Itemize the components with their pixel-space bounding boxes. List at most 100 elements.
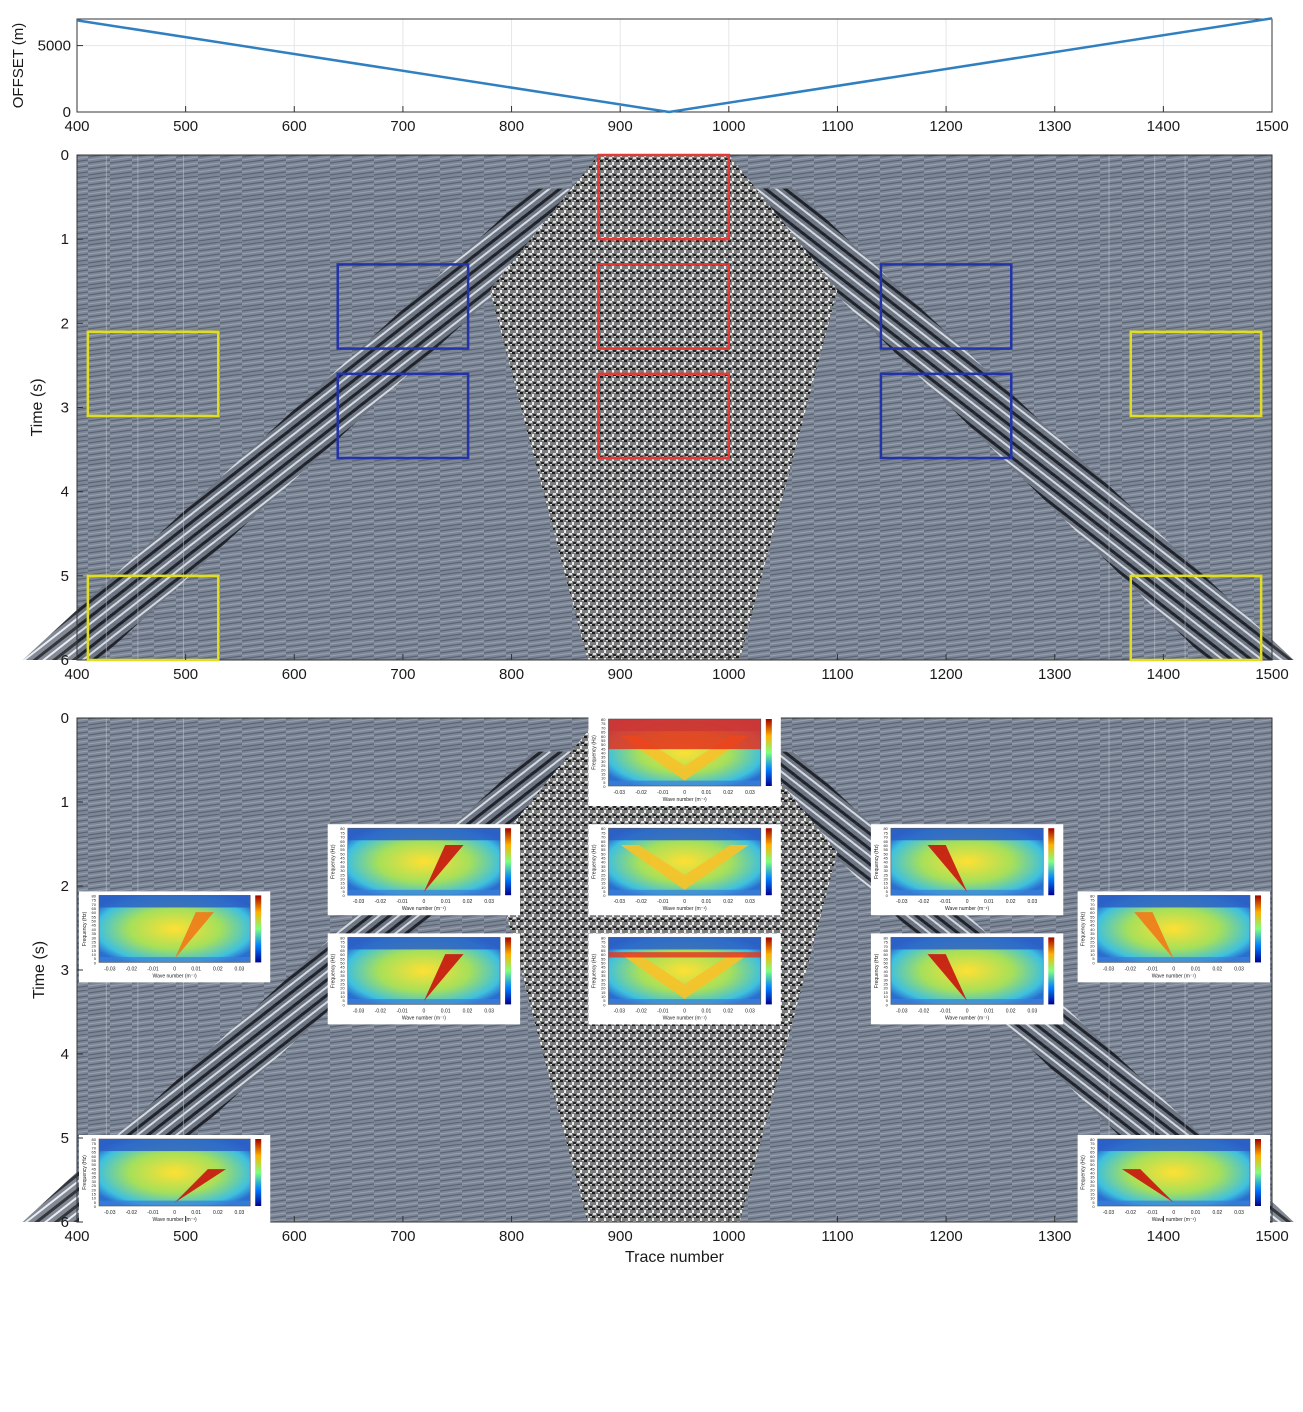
- x-tick-label: 1500: [1255, 118, 1288, 135]
- inset-y-tick-label: 0: [342, 893, 345, 898]
- inset-y-tick-label: 5: [603, 780, 606, 785]
- inset-y-tick-label: 50: [340, 961, 345, 966]
- inset-axes-frame: [608, 937, 762, 1005]
- inset-y-tick-label: 80: [92, 893, 97, 898]
- inset-x-tick-label: 0.01: [1191, 1210, 1201, 1216]
- inset-dip-energy-streak: [423, 954, 464, 1002]
- inset-x-tick-label: -0.02: [635, 899, 647, 905]
- inset-x-tick-label: -0.01: [657, 1008, 669, 1014]
- inset-y-tick-label: 30: [340, 868, 345, 873]
- inset-v-energy: [620, 844, 749, 890]
- inset-y-tick-label: 5: [94, 1200, 97, 1205]
- inset-colorbar: [1255, 895, 1261, 963]
- inset-y-tick-label: 65: [92, 906, 97, 911]
- inset-y-tick-label: 50: [92, 919, 97, 924]
- inset-colorbar: [765, 828, 772, 896]
- analysis-window: [597, 372, 731, 460]
- inset-y-tick-label: 20: [601, 767, 606, 772]
- y-tick-label: 3: [61, 400, 69, 417]
- inset-y-axis-label: Frequency (Hz): [874, 844, 880, 879]
- fk-spectrum-inset: -0.03 -0.02 -0.01 0 0.01 0.02 0.03051015202530…: [327, 933, 521, 1025]
- inset-y-tick-label: 50: [883, 851, 888, 856]
- analysis-window: [336, 372, 470, 460]
- inset-y-tick-label: 80: [601, 826, 606, 831]
- inset-y-axis-label: Frequency (Hz): [591, 844, 597, 879]
- inset-y-tick-label: 65: [601, 839, 606, 844]
- inset-y-tick-label: 5: [1092, 1200, 1095, 1205]
- inset-y-tick-label: 10: [340, 994, 345, 999]
- inset-y-tick-label: 75: [1090, 898, 1095, 903]
- x-tick-label: 1200: [929, 118, 962, 135]
- inset-x-tick-label: 0.03: [745, 1008, 755, 1014]
- inset-y-tick-label: 45: [883, 856, 888, 861]
- inset-y-tick-label: 60: [601, 952, 606, 957]
- x-tick-label: 800: [499, 118, 524, 135]
- inset-x-tick-label: 0.02: [1212, 1210, 1222, 1216]
- inset-y-tick-label: 40: [601, 969, 606, 974]
- inset-x-tick-label: -0.01: [147, 1210, 159, 1216]
- inset-y-tick-label: 45: [883, 965, 888, 970]
- inset-y-tick-label: 5: [1092, 956, 1095, 961]
- inset-y-tick-label: 30: [601, 977, 606, 982]
- x-tick-label: 700: [390, 118, 415, 135]
- inset-x-tick-label: 0.01: [191, 966, 201, 972]
- analysis-window: [879, 263, 1013, 350]
- x-tick-label: 1000: [712, 118, 745, 135]
- inset-y-tick-label: 65: [601, 948, 606, 953]
- inset-x-tick-label: 0.01: [1191, 966, 1201, 972]
- inset-colorbar: [765, 719, 772, 786]
- inset-y-tick-label: 75: [340, 940, 345, 945]
- inset-x-tick-label: -0.01: [396, 899, 408, 905]
- analysis-window: [879, 372, 1013, 460]
- inset-y-tick-label: 60: [601, 843, 606, 848]
- inset-y-tick-label: 10: [92, 952, 97, 957]
- x-tick-label: 1300: [1038, 118, 1071, 135]
- x-tick-label: 1400: [1147, 118, 1180, 135]
- inset-x-tick-label: 0: [423, 1008, 426, 1014]
- inset-x-tick-label: -0.03: [614, 899, 626, 905]
- inset-y-tick-label: 30: [1090, 935, 1095, 940]
- inset-high-frequency-band: [608, 828, 761, 841]
- inset-y-tick-label: 55: [92, 1158, 97, 1163]
- inset-x-tick-label: -0.03: [1103, 1210, 1115, 1216]
- inset-y-tick-label: 25: [1090, 939, 1095, 944]
- x-tick-label: 1000: [712, 666, 745, 683]
- inset-y-tick-label: 25: [601, 872, 606, 877]
- inset-y-tick-label: 60: [92, 1154, 97, 1159]
- inset-x-axis-label: Wave number (m⁻¹): [1152, 1217, 1196, 1223]
- inset-x-tick-label: 0.02: [213, 1210, 223, 1216]
- inset-y-tick-label: 15: [340, 881, 345, 886]
- inset-y-axis-label: Frequency (Hz): [874, 953, 880, 988]
- inset-y-tick-label: 0: [603, 893, 606, 898]
- offset-x-axis: 400 500 600 700 800 900 1000 1100 1200 1300 1400 15…: [64, 106, 1289, 135]
- x-tick-label: 500: [173, 666, 198, 683]
- inset-y-tick-label: 75: [883, 940, 888, 945]
- inset-dip-energy-streak: [423, 844, 464, 892]
- inset-y-tick-label: 0: [1092, 960, 1095, 965]
- inset-x-tick-label: -0.01: [1146, 966, 1158, 972]
- inset-x-tick-label: 0: [966, 899, 969, 905]
- inset-y-tick-label: 60: [340, 952, 345, 957]
- inset-x-tick-label: 0: [423, 899, 426, 905]
- inset-x-tick-label: 0.02: [723, 899, 733, 905]
- inset-y-tick-label: 70: [340, 835, 345, 840]
- fk-y-axis-label: Time (s): [31, 941, 48, 999]
- y-tick-label: 1: [61, 231, 69, 248]
- inset-x-tick-label: 0.01: [702, 1008, 712, 1014]
- inset-y-tick-label: 40: [601, 860, 606, 865]
- gather-y-axis-label: Time (s): [29, 378, 46, 436]
- inset-y-tick-label: 45: [601, 746, 606, 751]
- inset-high-frequency-band: [1097, 895, 1250, 908]
- inset-y-tick-label: 0: [94, 1204, 97, 1209]
- inset-x-tick-label: -0.01: [657, 899, 669, 905]
- inset-low-frequency-band: [347, 999, 501, 1005]
- inset-y-tick-label: 70: [340, 944, 345, 949]
- inset-dip-energy-streak: [1122, 1169, 1174, 1203]
- inset-y-tick-label: 10: [601, 994, 606, 999]
- inset-x-tick-label: 0.01: [441, 1008, 451, 1014]
- inset-high-frequency-band: [347, 937, 501, 950]
- inset-y-tick-label: 65: [1090, 906, 1095, 911]
- inset-y-tick-label: 75: [601, 830, 606, 835]
- inset-x-tick-label: 0: [683, 1008, 686, 1014]
